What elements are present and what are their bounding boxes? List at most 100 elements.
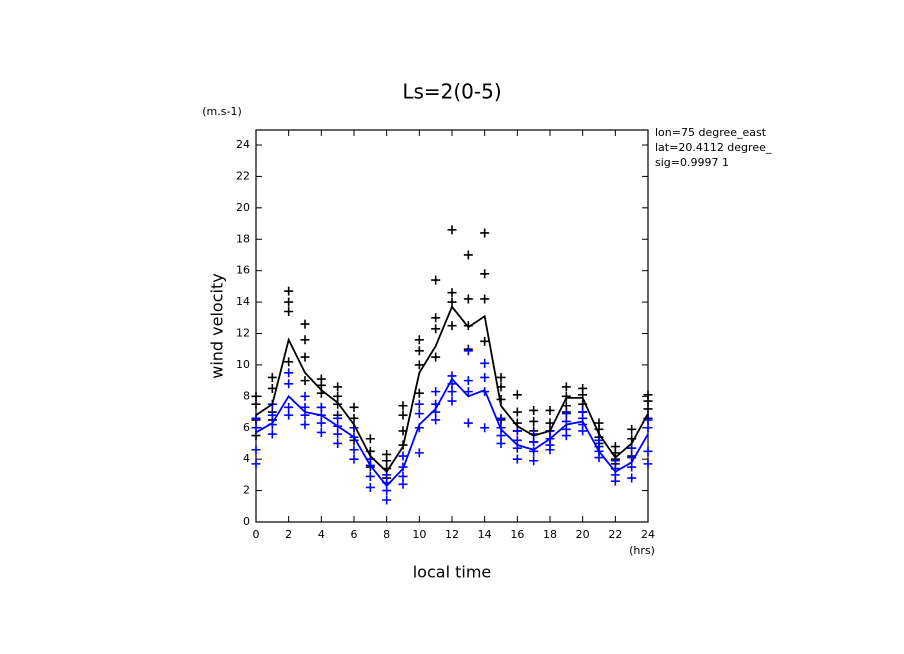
scatter-point	[545, 445, 555, 455]
scatter-point	[463, 387, 473, 397]
scatter-point	[512, 390, 522, 400]
scatter-point	[431, 415, 441, 425]
x-tick-label: 10	[412, 528, 426, 541]
scatter-point	[349, 445, 359, 455]
scatter-point	[300, 352, 310, 362]
scatter-point	[267, 383, 277, 393]
scatter-point	[594, 453, 604, 463]
scatter-point	[529, 405, 539, 415]
scatter-point	[414, 399, 424, 409]
y-tick-label: 4	[243, 452, 250, 465]
scatter-point	[365, 482, 375, 492]
x-tick-label: 0	[253, 528, 260, 541]
line	[255, 305, 649, 474]
y-unit: (m.s-1)	[202, 105, 242, 118]
scatter-point	[333, 413, 343, 423]
scatter-point	[431, 275, 441, 285]
scatter-point	[414, 335, 424, 345]
y-tick-label: 12	[236, 327, 250, 340]
scatter-point	[480, 269, 490, 279]
scatter-point	[463, 376, 473, 386]
scatter-point	[333, 429, 343, 439]
scatter-point	[316, 427, 326, 437]
scatter-point	[284, 379, 294, 389]
y-tick-label: 2	[243, 484, 250, 497]
scatter-point	[300, 391, 310, 401]
scatter-point	[512, 454, 522, 464]
scatter-point	[284, 357, 294, 367]
scatter-point	[398, 410, 408, 420]
scatter-point	[251, 391, 261, 401]
y-tick-label: 14	[236, 295, 250, 308]
scatter-point	[512, 426, 522, 436]
y-tick-label: 8	[243, 389, 250, 402]
scatter-point	[627, 462, 637, 472]
y-tick-label: 16	[236, 264, 250, 277]
scatter-point	[463, 294, 473, 304]
scatter-point	[365, 434, 375, 444]
scatter-point	[480, 228, 490, 238]
scatter-point	[643, 404, 653, 414]
y-tick-label: 22	[236, 169, 250, 182]
scatter-point	[382, 495, 392, 505]
scatter-point	[431, 324, 441, 334]
scatter-point	[251, 459, 261, 469]
scatter-point	[529, 437, 539, 447]
scatter-point	[480, 423, 490, 433]
x-tick-label: 16	[510, 528, 524, 541]
scatter-point	[561, 382, 571, 392]
scatter-point	[267, 372, 277, 382]
x-tick-label: 24	[641, 528, 655, 541]
scatter-point	[284, 410, 294, 420]
x-tick-label: 12	[445, 528, 459, 541]
scatter-point	[463, 250, 473, 260]
x-tick-label: 20	[576, 528, 590, 541]
scatter-point	[496, 431, 506, 441]
scatter-point	[267, 429, 277, 439]
scatter-point	[251, 431, 261, 441]
scatter-point	[512, 435, 522, 445]
scatter-point	[398, 479, 408, 489]
scatter-point	[545, 405, 555, 415]
scatter-point	[349, 402, 359, 412]
y-tick-label: 18	[236, 232, 250, 245]
x-tick-label: 6	[351, 528, 358, 541]
x-tick-label: 8	[383, 528, 390, 541]
scatter-point	[643, 459, 653, 469]
scatter-point	[431, 352, 441, 362]
x-tick-label: 4	[318, 528, 325, 541]
scatter-point	[643, 423, 653, 433]
annotation: lat=20.4112 degree_	[655, 141, 772, 154]
scatter-point	[627, 473, 637, 483]
scatter-point	[463, 418, 473, 428]
scatter-point	[398, 401, 408, 411]
scatter-point	[414, 448, 424, 458]
scatter-point	[480, 294, 490, 304]
scatter-point	[431, 313, 441, 323]
scatter-point	[300, 335, 310, 345]
scatter-point	[300, 376, 310, 386]
chart-title: Ls=2(0-5)	[402, 80, 501, 104]
scatter-point	[316, 418, 326, 428]
scatter-point	[414, 409, 424, 419]
scatter-point	[414, 388, 424, 398]
scatter-point	[333, 438, 343, 448]
scatter-point	[480, 336, 490, 346]
scatter-point	[447, 288, 457, 298]
scatter-point	[333, 399, 343, 409]
scatter-point	[578, 426, 588, 436]
scatter-point	[447, 387, 457, 397]
x-tick-label: 22	[608, 528, 622, 541]
scatter-point	[480, 372, 490, 382]
scatter-point	[349, 454, 359, 464]
scatter-point	[365, 471, 375, 481]
scatter-point	[643, 446, 653, 456]
scatter-point	[300, 420, 310, 430]
scatter-point	[349, 413, 359, 423]
scatter-point	[382, 456, 392, 466]
scatter-point	[398, 451, 408, 461]
y-tick-label: 20	[236, 201, 250, 214]
scatter-point	[529, 416, 539, 426]
y-tick-label: 24	[236, 138, 250, 151]
